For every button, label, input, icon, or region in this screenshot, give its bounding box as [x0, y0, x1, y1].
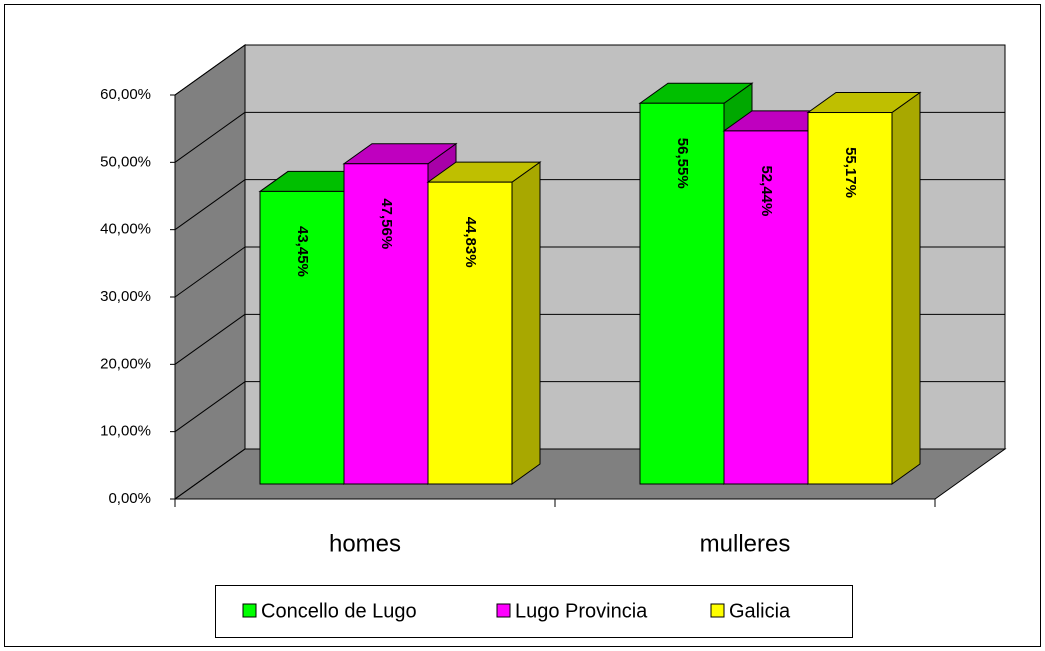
grid-line	[174, 179, 246, 231]
x-tick-label: homes	[329, 530, 401, 557]
grid-line	[174, 448, 246, 500]
legend-box	[215, 585, 853, 638]
legend-label: Concello de Lugo	[261, 600, 417, 622]
bar	[639, 102, 725, 485]
value-label: 55,17%	[842, 147, 859, 198]
bar-side	[891, 91, 921, 485]
x-tick-label: mulleres	[700, 530, 791, 557]
bar	[723, 130, 809, 485]
y-tick-label: 0,00%	[108, 490, 151, 507]
bar	[259, 190, 345, 485]
bar	[343, 163, 429, 485]
legend-label: Lugo Provincia	[515, 600, 648, 622]
y-tick-label: 30,00%	[100, 288, 151, 305]
y-tick-label: 40,00%	[100, 221, 151, 238]
grid-line	[174, 381, 246, 433]
bar-side	[511, 161, 541, 485]
y-tick-label: 10,00%	[100, 423, 151, 440]
grid-line	[174, 313, 246, 365]
grid-line	[174, 246, 246, 298]
y-tick-label: 50,00%	[100, 153, 151, 170]
grid-line	[174, 44, 246, 96]
bar	[427, 181, 513, 485]
grid-line	[174, 111, 246, 163]
value-label: 47,56%	[378, 198, 395, 249]
legend-swatch	[710, 603, 725, 618]
value-label: 44,83%	[462, 217, 479, 268]
value-label: 52,44%	[758, 165, 775, 216]
y-tick-label: 20,00%	[100, 355, 151, 372]
bar	[807, 112, 893, 485]
value-label: 56,55%	[674, 138, 691, 189]
legend-swatch	[242, 603, 257, 618]
legend-swatch	[496, 603, 511, 618]
y-tick-label: 60,00%	[100, 86, 151, 103]
value-label: 43,45%	[294, 226, 311, 277]
legend-label: Galicia	[729, 600, 791, 622]
